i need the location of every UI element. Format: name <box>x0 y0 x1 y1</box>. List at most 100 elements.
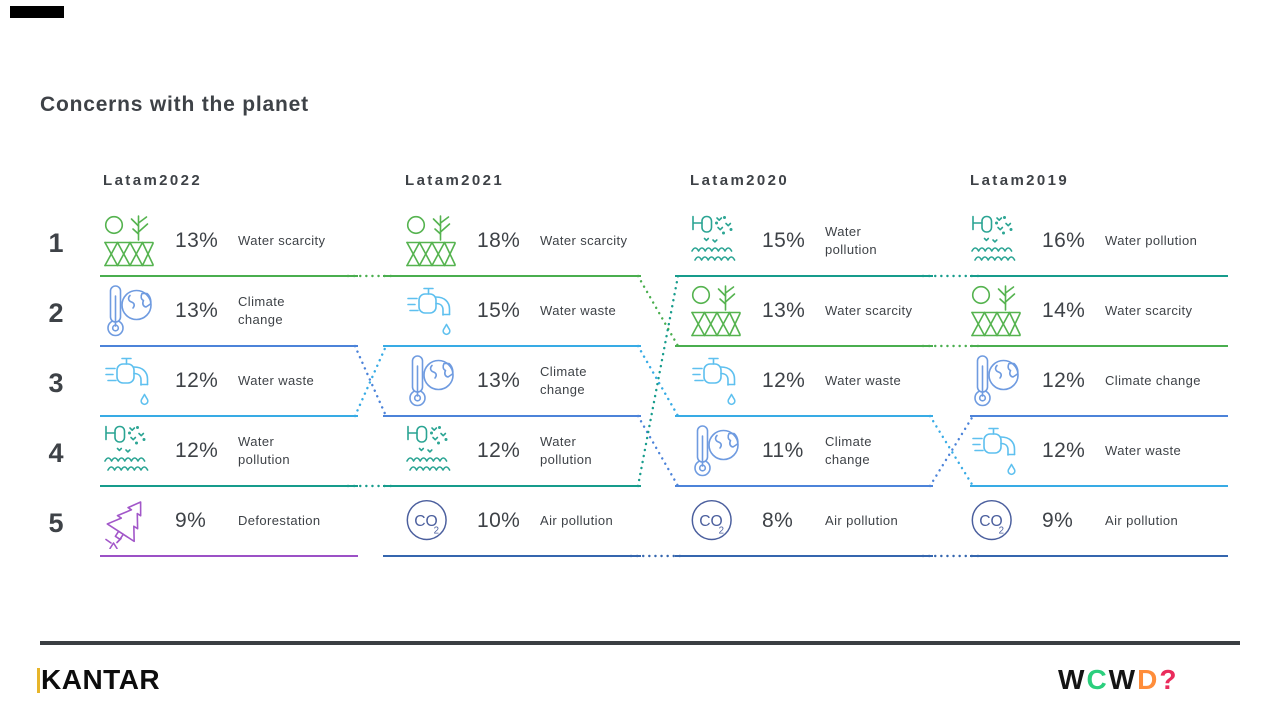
concern-cell-water-scarcity: 13% Water scarcity <box>100 207 358 277</box>
concern-label: Water scarcity <box>825 303 913 319</box>
water-scarcity-icon <box>103 213 175 269</box>
svg-text:2: 2 <box>434 525 439 536</box>
column-header-latam2019: Latam2019 <box>970 172 1070 189</box>
wcwd-letter: D <box>1137 664 1160 695</box>
water-pollution-icon <box>690 213 762 269</box>
concern-cell-water-pollution: 12% Water pollution <box>383 417 641 487</box>
concern-label: Water waste <box>825 373 902 389</box>
water-scarcity-icon <box>970 283 1042 339</box>
concern-percentage: 12% <box>477 439 521 462</box>
air-pollution-icon: CO 2 <box>690 495 762 547</box>
concern-label: Water waste <box>540 303 617 319</box>
concern-cell-water-waste: 15% Water waste <box>383 277 641 347</box>
svg-text:CO: CO <box>979 513 1003 530</box>
kantar-logo: KANTAR <box>37 664 160 696</box>
svg-text:CO: CO <box>699 513 723 530</box>
kantar-gold-accent <box>37 667 40 693</box>
concern-percentage: 15% <box>477 299 521 322</box>
rank-number: 5 <box>48 508 64 538</box>
concern-percentage: 10% <box>477 509 521 532</box>
concern-percentage: 12% <box>175 439 219 462</box>
concern-label: Climate change <box>238 294 285 327</box>
concern-percentage: 9% <box>175 509 207 532</box>
concern-cell-water-scarcity: 14% Water scarcity <box>970 277 1228 347</box>
concern-cell-water-scarcity: 13% Water scarcity <box>675 277 933 347</box>
concern-percentage: 13% <box>175 299 219 322</box>
water-waste-icon <box>970 423 1042 479</box>
concern-cell-air-pollution: CO 2 10% Air pollution <box>383 487 641 557</box>
wcwd-letter: W <box>1058 664 1087 695</box>
wcwd-logo: WCWD? <box>1058 664 1178 696</box>
concern-cell-water-waste: 12% Water waste <box>675 347 933 417</box>
water-pollution-icon <box>970 213 1042 269</box>
footer-divider <box>40 641 1240 645</box>
concern-percentage: 18% <box>477 229 521 252</box>
wcwd-letter: C <box>1086 664 1109 695</box>
concern-percentage: 16% <box>1042 229 1086 252</box>
concern-label: Air pollution <box>825 513 899 529</box>
concern-label: Water waste <box>238 373 315 389</box>
connector-climate-change <box>636 414 680 488</box>
connector-climate-change <box>928 414 975 488</box>
concern-label: Water waste <box>1105 443 1182 459</box>
wcwd-letter: ? <box>1159 664 1179 695</box>
concern-label: Water scarcity <box>540 233 628 249</box>
water-waste-icon <box>405 283 477 339</box>
concern-label: Climate change <box>540 364 587 397</box>
concern-percentage: 12% <box>1042 369 1086 392</box>
concern-percentage: 15% <box>762 229 806 252</box>
water-scarcity-icon <box>690 283 762 339</box>
svg-text:2: 2 <box>999 525 1004 536</box>
water-waste-icon <box>103 353 175 409</box>
concern-percentage: 12% <box>1042 439 1086 462</box>
water-pollution-icon <box>103 423 175 479</box>
connector-water-waste <box>636 344 680 418</box>
rank-number: 4 <box>48 438 64 468</box>
water-scarcity-icon <box>405 213 477 269</box>
climate-change-icon <box>690 423 762 479</box>
concern-cell-climate-change: 13% Climate change <box>383 347 641 417</box>
column-header-latam2022: Latam2022 <box>103 172 203 189</box>
connector-water-waste <box>353 344 388 418</box>
concern-cell-air-pollution: CO 2 8% Air pollution <box>675 487 933 557</box>
air-pollution-icon: CO 2 <box>405 495 477 547</box>
concern-cell-air-pollution: CO 2 9% Air pollution <box>970 487 1228 557</box>
concern-percentage: 13% <box>762 299 806 322</box>
climate-change-icon <box>970 353 1042 409</box>
climate-change-icon <box>405 353 477 409</box>
page-title: Concerns with the planet <box>40 93 309 116</box>
water-waste-icon <box>690 353 762 409</box>
kantar-logo-text: KANTAR <box>41 664 161 695</box>
concern-cell-water-scarcity: 18% Water scarcity <box>383 207 641 277</box>
rank-number: 3 <box>48 368 64 398</box>
concern-cell-water-pollution: 15% Water pollution <box>675 207 933 277</box>
svg-text:2: 2 <box>719 525 724 536</box>
climate-change-icon <box>103 283 175 339</box>
connector-water-pollution <box>636 274 680 488</box>
concern-label: Water pollution <box>1105 233 1198 249</box>
water-pollution-icon <box>405 423 477 479</box>
deforestation-icon <box>103 493 175 549</box>
concern-label: Air pollution <box>1105 513 1179 529</box>
connector-water-scarcity <box>636 274 680 348</box>
concern-label: Water pollution <box>825 224 878 257</box>
concern-label: Climate change <box>1105 373 1201 389</box>
concern-label: Water scarcity <box>238 233 326 249</box>
concern-cell-water-waste: 12% Water waste <box>100 347 358 417</box>
concern-cell-climate-change: 13% Climate change <box>100 277 358 347</box>
concern-percentage: 13% <box>477 369 521 392</box>
concern-label: Water scarcity <box>1105 303 1193 319</box>
air-pollution-icon: CO 2 <box>970 495 1042 547</box>
concern-cell-climate-change: 12% Climate change <box>970 347 1228 417</box>
rank-number: 2 <box>48 298 64 328</box>
concern-percentage: 12% <box>762 369 806 392</box>
concern-percentage: 9% <box>1042 509 1074 532</box>
concern-cell-climate-change: 11% Climate change <box>675 417 933 487</box>
concern-percentage: 13% <box>175 229 219 252</box>
svg-text:CO: CO <box>414 513 438 530</box>
concern-cell-water-pollution: 16% Water pollution <box>970 207 1228 277</box>
concern-label: Air pollution <box>540 513 614 529</box>
concern-label: Water pollution <box>238 434 291 467</box>
concern-label: Climate change <box>825 434 872 467</box>
